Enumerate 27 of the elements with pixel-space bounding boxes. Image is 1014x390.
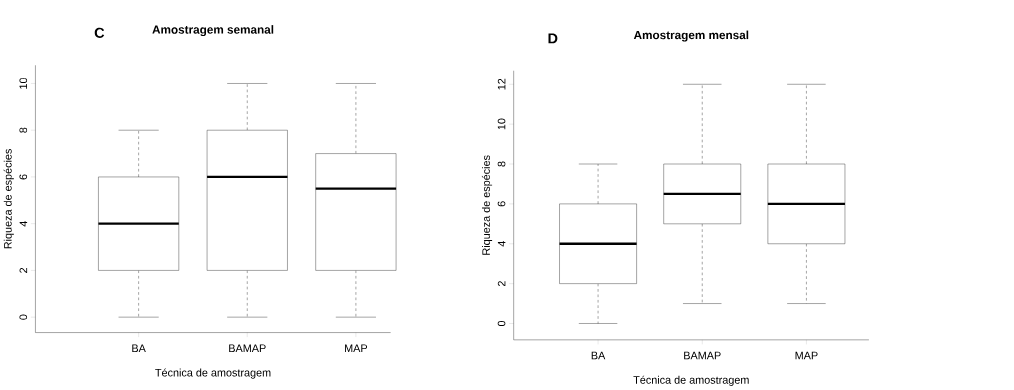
y-tick-label: 2 xyxy=(19,268,28,274)
y-tick-label: 12 xyxy=(497,79,506,90)
chart-title: Amostragem semanal xyxy=(152,25,274,37)
y-tick-label: 10 xyxy=(497,118,506,130)
y-tick-label: 10 xyxy=(19,78,28,89)
x-tick-label: MAP xyxy=(795,352,818,360)
y-tick-label: 6 xyxy=(497,201,506,207)
y-axis-title: Riqueza de espécies xyxy=(3,149,14,249)
y-tick-label: 4 xyxy=(19,221,28,227)
x-tick-label: BAMAP xyxy=(684,352,721,360)
y-tick-label: 0 xyxy=(497,321,506,327)
chart-title: Amostragem mensal xyxy=(633,30,749,42)
y-tick-label: 0 xyxy=(19,314,28,320)
text: D xyxy=(548,33,558,44)
y-axis-title: Riqueza de espécies xyxy=(481,155,493,255)
x-axis-title: Técnica de amostragem xyxy=(633,375,749,387)
y-tick-label: 6 xyxy=(19,174,28,180)
y-tick-label: 4 xyxy=(497,241,506,247)
y-tick-label: 2 xyxy=(497,281,506,287)
y-tick-label: 8 xyxy=(497,161,506,167)
x-tick-label: BA xyxy=(132,344,146,353)
x-tick-label: BAMAP xyxy=(229,344,266,353)
y-tick-label: 8 xyxy=(19,127,28,133)
x-tick-label: MAP xyxy=(345,344,368,353)
text: C xyxy=(94,27,105,39)
x-axis-title: Técnica de amostragem xyxy=(155,368,271,379)
x-tick-label: BA xyxy=(591,352,606,360)
